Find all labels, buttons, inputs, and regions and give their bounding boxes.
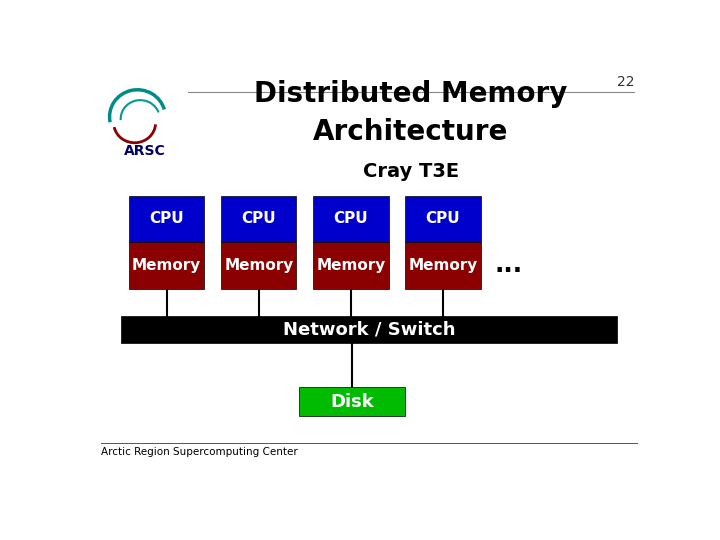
Text: Architecture: Architecture [313,118,508,146]
Text: CPU: CPU [426,211,460,226]
FancyBboxPatch shape [129,241,204,289]
FancyBboxPatch shape [300,387,405,416]
FancyBboxPatch shape [405,196,481,241]
Text: Memory: Memory [316,258,385,273]
FancyBboxPatch shape [221,241,297,289]
FancyBboxPatch shape [129,196,204,241]
Text: Memory: Memory [224,258,294,273]
Text: Memory: Memory [132,258,202,273]
Text: Memory: Memory [408,258,477,273]
Text: ARSC: ARSC [124,144,165,158]
Text: CPU: CPU [333,211,368,226]
Text: Disk: Disk [330,393,374,410]
Text: CPU: CPU [241,211,276,226]
FancyBboxPatch shape [405,241,481,289]
Text: Network / Switch: Network / Switch [283,321,455,339]
Text: CPU: CPU [150,211,184,226]
FancyBboxPatch shape [313,196,389,241]
Text: 22: 22 [616,75,634,89]
Text: ...: ... [495,253,523,278]
Text: Arctic Region Supercomputing Center: Arctic Region Supercomputing Center [101,447,298,457]
FancyBboxPatch shape [221,196,297,241]
FancyBboxPatch shape [313,241,389,289]
Text: Cray T3E: Cray T3E [363,162,459,181]
FancyBboxPatch shape [121,316,617,343]
Text: Distributed Memory: Distributed Memory [254,80,567,109]
